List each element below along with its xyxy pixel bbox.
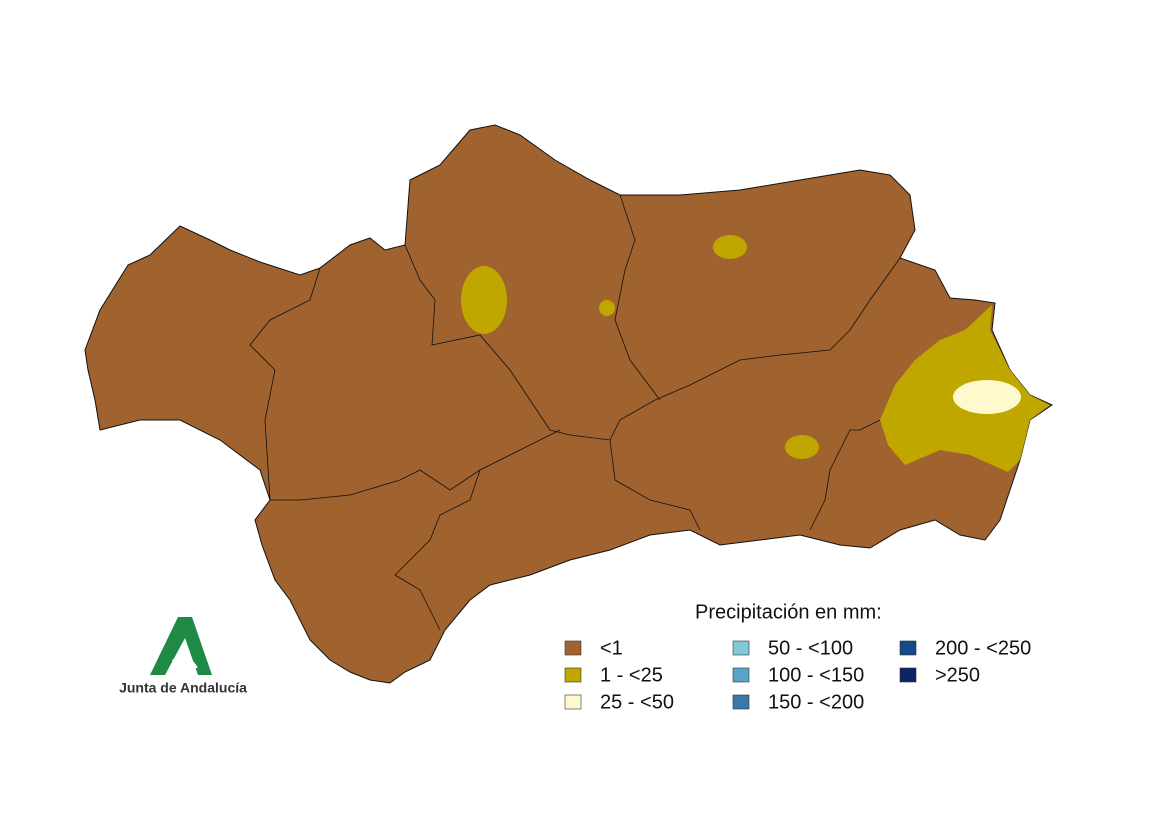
logo-mark: [172, 657, 198, 668]
province-border: [614, 194, 661, 401]
province-border: [809, 419, 881, 531]
legend-label: 200 - <250: [935, 637, 1031, 659]
legend-swatch: [564, 694, 582, 710]
logo: Junta de Andalucía: [119, 617, 247, 696]
legend-label: <1: [600, 637, 623, 659]
logo-mark: [150, 617, 212, 675]
province-border: [609, 439, 701, 531]
legend-swatch: [564, 667, 582, 683]
precip-area: [713, 235, 747, 259]
precip-area: [461, 266, 507, 334]
legend-label: 1 - <25: [600, 664, 663, 686]
legend-label: 50 - <100: [768, 637, 853, 659]
legend-title: Precipitación en mm:: [695, 601, 882, 623]
province-border: [394, 469, 481, 631]
precip-area: [599, 300, 615, 316]
legend-label: 25 - <50: [600, 691, 674, 713]
legend-swatch: [732, 640, 750, 656]
province-borders: [249, 194, 901, 631]
legend-label: 150 - <200: [768, 691, 864, 713]
legend-label: 100 - <150: [768, 664, 864, 686]
legend-swatch: [899, 640, 917, 656]
region-map: [84, 124, 1054, 684]
legend: Precipitación en mm: <1 1 - <25 25 - <50 50…: [564, 601, 1031, 713]
legend-swatch: [732, 667, 750, 683]
legend-swatch: [899, 667, 917, 683]
precip-area: [785, 435, 819, 459]
legend-swatch: [564, 640, 582, 656]
logo-text: Junta de Andalucía: [119, 680, 247, 696]
precip-area: [953, 380, 1021, 414]
legend-label: >250: [935, 664, 980, 686]
province-border: [249, 267, 561, 501]
legend-swatch: [732, 694, 750, 710]
